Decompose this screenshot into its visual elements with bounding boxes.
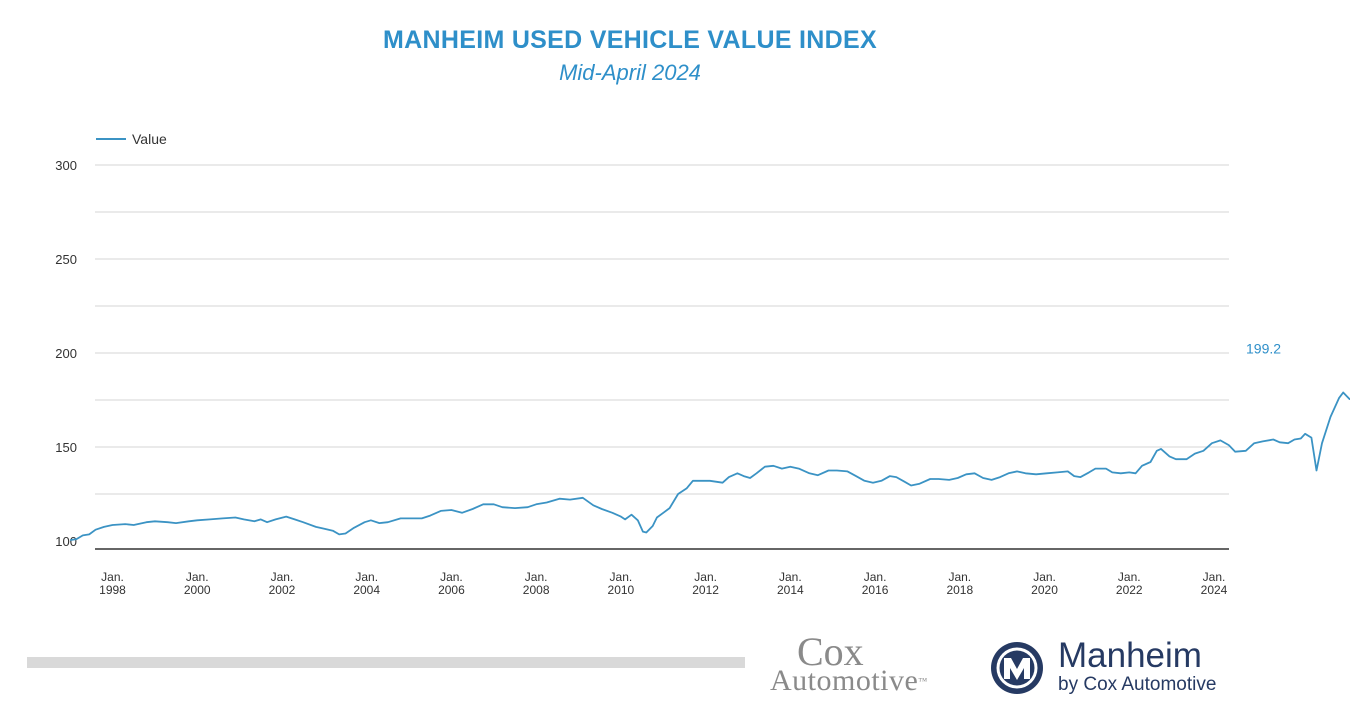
x-tick-label-year: 2020 (1031, 583, 1058, 597)
x-tick-label-year: 2012 (692, 583, 719, 597)
manheim-logo-subtitle: by Cox Automotive (1058, 674, 1217, 695)
cox-logo-automotive-word: Automotive (770, 664, 919, 697)
x-tick-label-month: Jan. (779, 570, 802, 584)
x-tick-label-month: Jan. (1033, 570, 1056, 584)
last-value-label: 199.2 (1246, 341, 1281, 357)
footer-divider-bar (27, 657, 745, 668)
y-tick-label: 100 (55, 534, 77, 549)
x-tick-label-month: Jan. (694, 570, 717, 584)
x-tick-label-year: 2014 (777, 583, 804, 597)
x-tick-label-month: Jan. (355, 570, 378, 584)
y-tick-label: 200 (55, 346, 77, 361)
y-tick-label: 300 (55, 158, 77, 173)
y-tick-label: 250 (55, 252, 77, 267)
x-tick-label-year: 2022 (1116, 583, 1143, 597)
x-tick-label-year: 2016 (862, 583, 889, 597)
x-tick-label-year: 2018 (946, 583, 973, 597)
chart-subtitle: Mid-April 2024 (559, 60, 701, 85)
x-tick-label-year: 1998 (99, 583, 126, 597)
y-tick-label: 150 (55, 440, 77, 455)
x-tick-label-year: 2002 (269, 583, 296, 597)
x-tick-label-year: 2000 (184, 583, 211, 597)
x-tick-label-month: Jan. (271, 570, 294, 584)
x-tick-label-year: 2004 (353, 583, 380, 597)
cox-logo-automotive: Automotive™ (770, 666, 928, 696)
manheim-logo-name: Manheim (1058, 636, 1202, 675)
x-tick-label-year: 2006 (438, 583, 465, 597)
x-tick-label-month: Jan. (864, 570, 887, 584)
series-line-value (69, 391, 1350, 541)
cox-logo-word: Cox (797, 629, 864, 674)
x-tick-label-month: Jan. (101, 570, 124, 584)
x-tick-label-month: Jan. (1118, 570, 1141, 584)
x-tick-label-month: Jan. (1203, 570, 1226, 584)
x-tick-label-month: Jan. (186, 570, 209, 584)
legend-label: Value (132, 131, 167, 147)
x-tick-label-month: Jan. (525, 570, 548, 584)
x-tick-label-month: Jan. (440, 570, 463, 584)
x-tick-label-year: 2008 (523, 583, 550, 597)
cox-logo-trademark: ™ (918, 676, 928, 686)
x-tick-label-year: 2010 (608, 583, 635, 597)
x-tick-label-month: Jan. (948, 570, 971, 584)
x-tick-label-year: 2024 (1201, 583, 1228, 597)
cox-automotive-logo: Cox Automotive™ (770, 632, 970, 696)
chart-title: MANHEIM USED VEHICLE VALUE INDEX (383, 26, 877, 54)
x-tick-label-month: Jan. (610, 570, 633, 584)
manheim-m-icon (991, 642, 1043, 694)
